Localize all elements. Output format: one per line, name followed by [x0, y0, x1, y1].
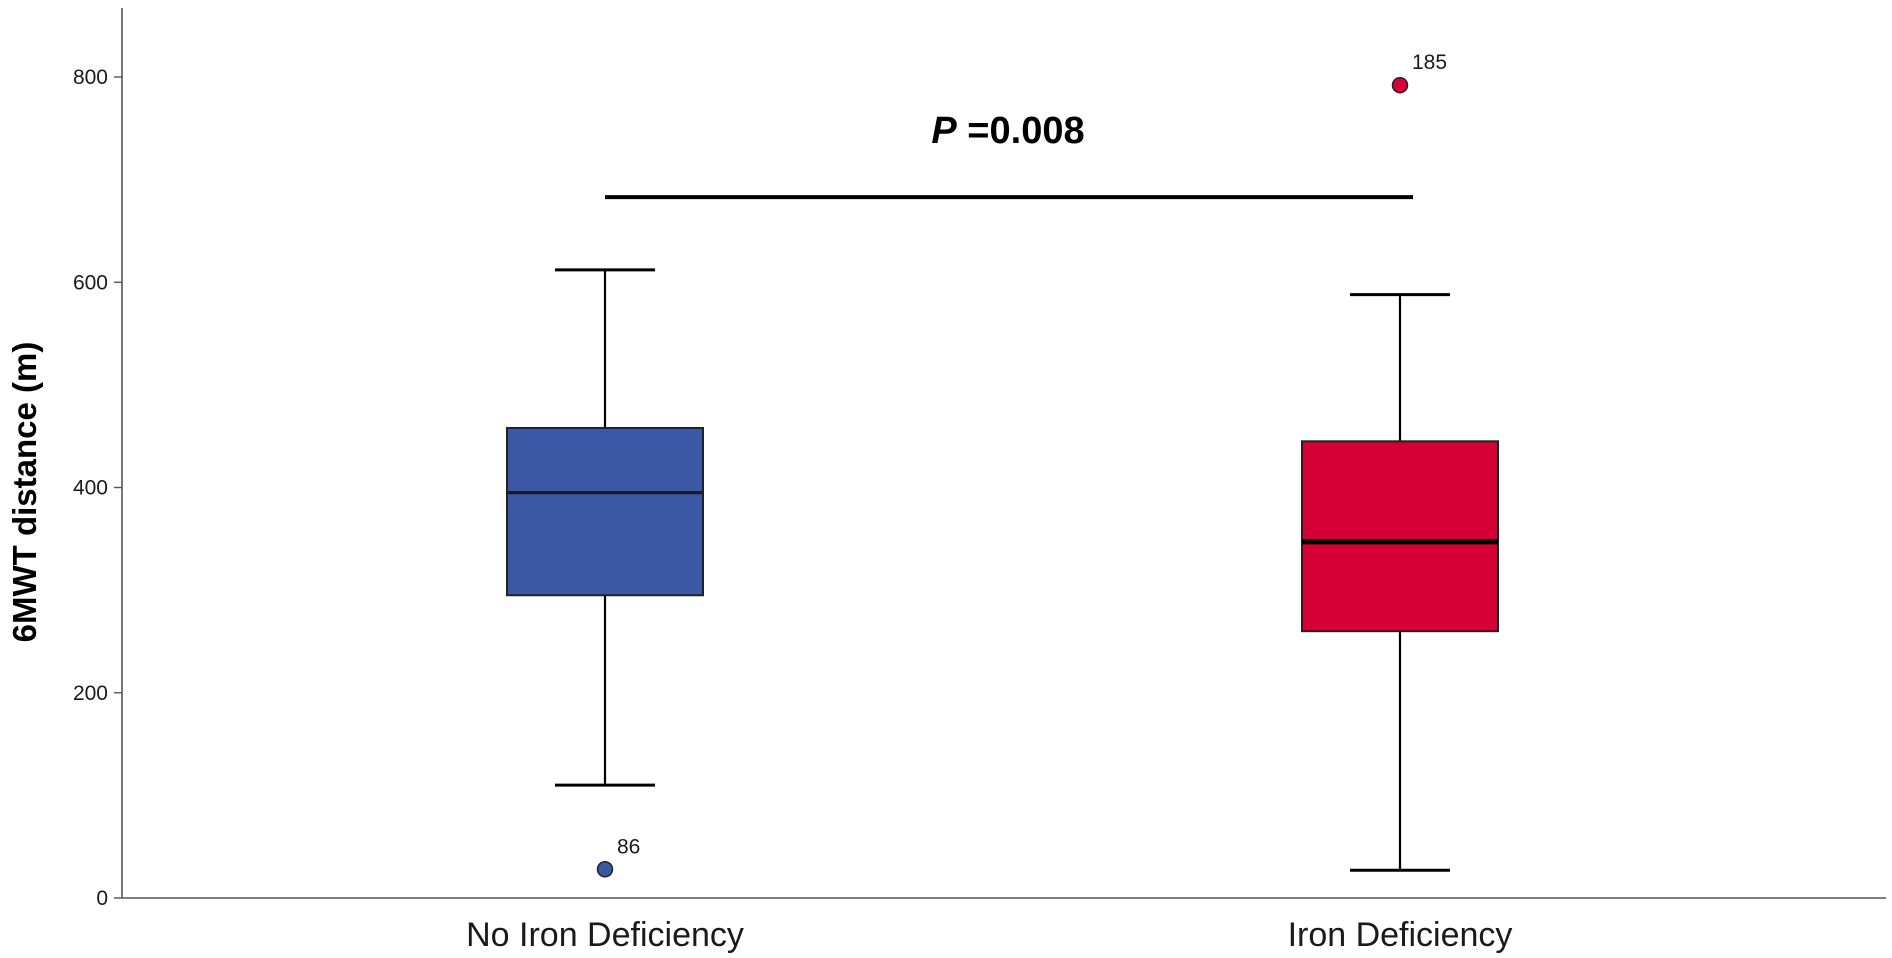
y-axis-title: 6MWT distance (m): [6, 342, 43, 643]
significance-annotation: P =0.008: [605, 110, 1413, 200]
iqr-box: [1301, 440, 1499, 633]
outlier-point: [596, 861, 614, 878]
iqr-box: [506, 426, 704, 597]
x-category-label: No Iron Deficiency: [466, 916, 744, 954]
outlier-label: 86: [617, 835, 640, 858]
boxes: 86 No Iron Deficiency 185 Iron Deficiency: [466, 51, 1512, 954]
y-tick-label: 400: [73, 477, 108, 500]
p-value-label: P =0.008: [931, 110, 1084, 152]
x-category-label: Iron Deficiency: [1288, 916, 1513, 954]
y-tick-label: 200: [73, 682, 108, 705]
box-no-iron-deficiency: 86 No Iron Deficiency: [466, 268, 744, 954]
outlier-label: 185: [1412, 51, 1447, 74]
y-ticks: 0 200 400 600 800: [73, 66, 122, 910]
outlier-point: [1391, 76, 1409, 94]
p-value: =0.008: [957, 110, 1085, 152]
p-symbol: P: [931, 110, 957, 152]
y-tick-label: 600: [73, 271, 108, 294]
y-tick-label: 0: [96, 887, 108, 910]
y-tick-label: 800: [73, 66, 108, 89]
axes: [121, 8, 1886, 899]
box-iron-deficiency: 185 Iron Deficiency: [1288, 51, 1513, 954]
